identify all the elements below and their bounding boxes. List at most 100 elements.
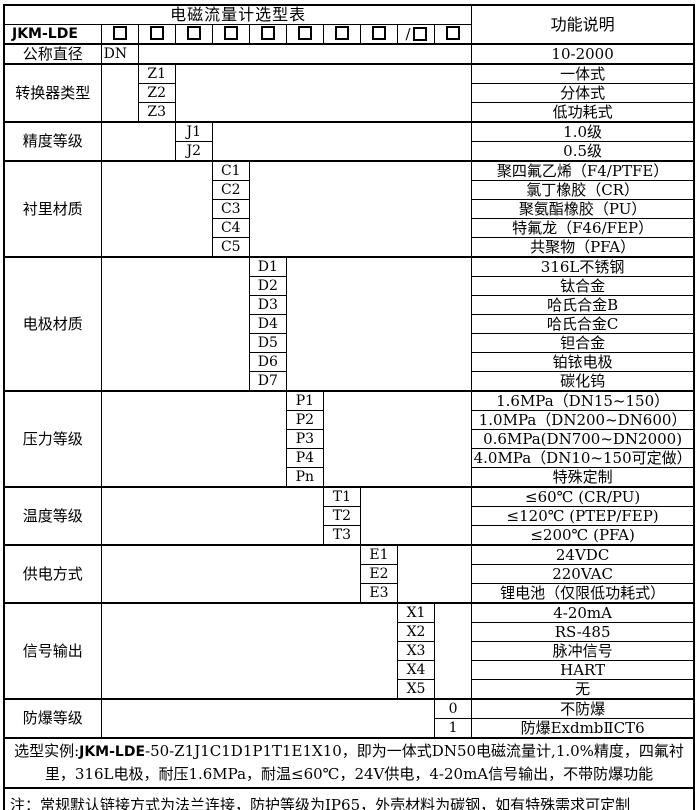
code-cell: Z2 (137, 83, 176, 104)
desc-cell: 1.6MPa（DN15~150） (471, 390, 695, 412)
table-row: X2 RS-485 (4, 622, 695, 643)
desc-cell: 聚四氟乙烯（F4/PTFE） (471, 160, 695, 182)
desc-cell: 共聚物（PFA） (471, 237, 695, 258)
group-label-converter: 转换器类型 (3, 63, 102, 123)
desc-cell: 316L不锈钢 (471, 256, 695, 278)
desc-cell: 无 (471, 679, 695, 700)
code-cell: P2 (285, 410, 324, 431)
desc-cell: 特殊定制 (471, 467, 695, 488)
electrode-checkbox[interactable] (260, 26, 275, 41)
code-box-d (248, 24, 287, 45)
table-row: X4 HART (4, 660, 695, 681)
table-row: C4 特氟龙（F46/FEP） (4, 218, 695, 239)
desc-cell: ≤60℃ (CR/PU) (471, 486, 695, 508)
code-cell: X4 (396, 660, 436, 681)
code-box-j (174, 24, 213, 45)
group-label-accuracy: 精度等级 (3, 121, 102, 162)
power-checkbox[interactable] (371, 26, 386, 41)
desc-cell: ≤200℃ (PFA) (471, 525, 695, 546)
code-cell: T3 (322, 525, 361, 546)
page-title: 电磁流量计选型表 (3, 4, 473, 26)
note-row: 注：常规默认链接方式为法兰连接，防护等级为IP65，外壳材料为碳钢，如有特殊需求… (3, 786, 695, 810)
desc-cell: 4-20mA (471, 602, 695, 624)
slash-separator: / (405, 24, 411, 43)
code-cell: D1 (248, 256, 287, 278)
accuracy-checkbox[interactable] (186, 26, 201, 41)
code-cell: 1 (434, 718, 473, 739)
selection-example: 选型实例:JKM-LDE-50-Z1J1C1D1P1T1E1X10，即为一体式D… (3, 737, 695, 789)
desc-cell: 10-2000 (471, 43, 695, 65)
desc-cell: 脉冲信号 (471, 641, 695, 662)
table-row: 电极材质 D1 316L不锈钢 (3, 256, 695, 392)
table-row: 精度等级 J1 1.0级 (3, 121, 695, 162)
desc-cell: 0.5级 (471, 141, 695, 162)
table-row: 压力等级 P1 1.6MPa（DN15~150） (3, 390, 695, 488)
code-cell: D3 (248, 295, 287, 316)
desc-cell: 0.6MPa(DN700~DN2000) (471, 429, 695, 450)
table-row: 电磁流量计选型表 功能说明 (3, 4, 695, 45)
desc-cell: 分体式 (471, 83, 695, 104)
table-row: D2 钛合金 (4, 276, 695, 297)
desc-cell: 防爆ExdmbⅡCT6 (471, 718, 695, 739)
table-row: D6 铂铱电极 (4, 352, 695, 373)
group-label-signal: 信号输出 (3, 602, 102, 700)
code-cell: P4 (285, 448, 324, 469)
example-prefix: 选型实例: (14, 742, 80, 761)
group-label-explosion: 防爆等级 (3, 698, 102, 739)
table-row: P3 0.6MPa(DN700~DN2000) (4, 429, 695, 450)
code-cell: X3 (396, 641, 436, 662)
code-cell: DN (100, 43, 139, 65)
temperature-checkbox[interactable] (334, 26, 349, 41)
code-cell: E2 (359, 564, 398, 585)
spacer-cell (100, 698, 436, 739)
desc-cell: 氯丁橡胶（CR） (471, 180, 695, 201)
selection-table: 电磁流量计选型表 功能说明 JKM-LDE / 公称直径 DN 10-2000 … (3, 4, 695, 810)
spacer-cell (322, 390, 473, 488)
signal-checkbox[interactable] (412, 26, 427, 41)
desc-cell: 碳化钨 (471, 371, 695, 392)
code-cell: C3 (211, 199, 250, 220)
table-row: 衬里材质 C1 聚四氟乙烯（F4/PTFE） (3, 160, 695, 258)
desc-cell: 聚氨酯橡胶（PU） (471, 199, 695, 220)
code-box-e (359, 24, 398, 45)
group-label-electrode: 电极材质 (3, 256, 102, 392)
example-text: -50-Z1J1C1D1P1T1E1X10，即为一体式DN50电磁流量计,1.0… (44, 742, 684, 784)
spacer-cell (359, 486, 473, 546)
code-cell: E1 (359, 544, 398, 566)
spacer-cell (100, 121, 176, 162)
table-row: J2 0.5级 (4, 141, 695, 162)
code-cell: E3 (359, 583, 398, 604)
table-row: T3 ≤200℃ (PFA) (4, 525, 695, 546)
desc-cell: 24VDC (471, 544, 695, 566)
table-row: P2 1.0MPa（DN200~DN600） (4, 410, 695, 431)
desc-cell: 低功耗式 (471, 102, 695, 123)
converter-checkbox[interactable] (149, 26, 164, 41)
code-cell: J1 (174, 121, 213, 143)
explosion-checkbox[interactable] (446, 26, 461, 41)
code-box-dn (100, 24, 139, 45)
table-row: Z2 分体式 (4, 83, 695, 104)
code-cell: C2 (211, 180, 250, 201)
desc-cell: 1.0MPa（DN200~DN600） (471, 410, 695, 431)
pressure-checkbox[interactable] (297, 26, 312, 41)
lining-checkbox[interactable] (223, 26, 238, 41)
code-cell: D6 (248, 352, 287, 373)
code-box-ex (434, 24, 473, 45)
spacer-cell (396, 544, 473, 604)
desc-cell: 哈氏合金C (471, 314, 695, 335)
code-cell: X2 (396, 622, 436, 643)
table-row: Z3 低功耗式 (4, 102, 695, 123)
code-box-z (137, 24, 176, 45)
spacer-cell (211, 121, 473, 162)
code-cell: P3 (285, 429, 324, 450)
desc-cell: 哈氏合金B (471, 295, 695, 316)
code-cell: X5 (396, 679, 436, 700)
example-row: 选型实例:JKM-LDE-50-Z1J1C1D1P1T1E1X10，即为一体式D… (3, 737, 695, 789)
code-cell: D2 (248, 276, 287, 297)
table-row: D3 哈氏合金B (4, 295, 695, 316)
table-row: 转换器类型 Z1 一体式 (3, 63, 695, 123)
desc-cell: ≤120℃ (PTEP/FEP) (471, 506, 695, 527)
dn-checkbox[interactable] (112, 26, 127, 41)
group-label-temperature: 温度等级 (3, 486, 102, 546)
model-prefix: JKM-LDE (3, 24, 102, 45)
